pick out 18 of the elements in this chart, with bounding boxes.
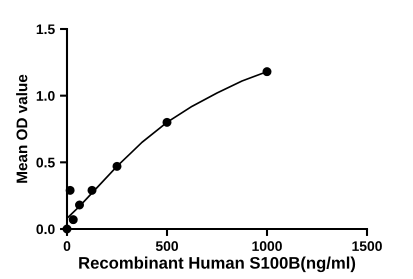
point <box>162 118 172 127</box>
x-tick-label: 500 <box>156 241 178 252</box>
point <box>88 186 96 195</box>
x-tick-label: 0 <box>64 241 70 252</box>
point <box>66 186 75 195</box>
y-axis-title: Mean OD value <box>16 74 28 183</box>
x-axis-title: Recombinant Human S100B(ng/ml) <box>79 256 356 272</box>
point <box>62 224 72 234</box>
x-tick-label: 1500 <box>352 241 382 252</box>
y-tick-label: 1.5 <box>36 24 55 34</box>
y-tick-label: 0.0 <box>36 224 55 234</box>
point <box>75 200 84 210</box>
y-tick-label: 1.0 <box>36 91 55 101</box>
point <box>68 215 78 224</box>
point <box>112 162 122 171</box>
x-tick-label: 1000 <box>252 241 282 252</box>
point <box>262 67 272 76</box>
y-tick-label: 0.5 <box>36 158 55 168</box>
